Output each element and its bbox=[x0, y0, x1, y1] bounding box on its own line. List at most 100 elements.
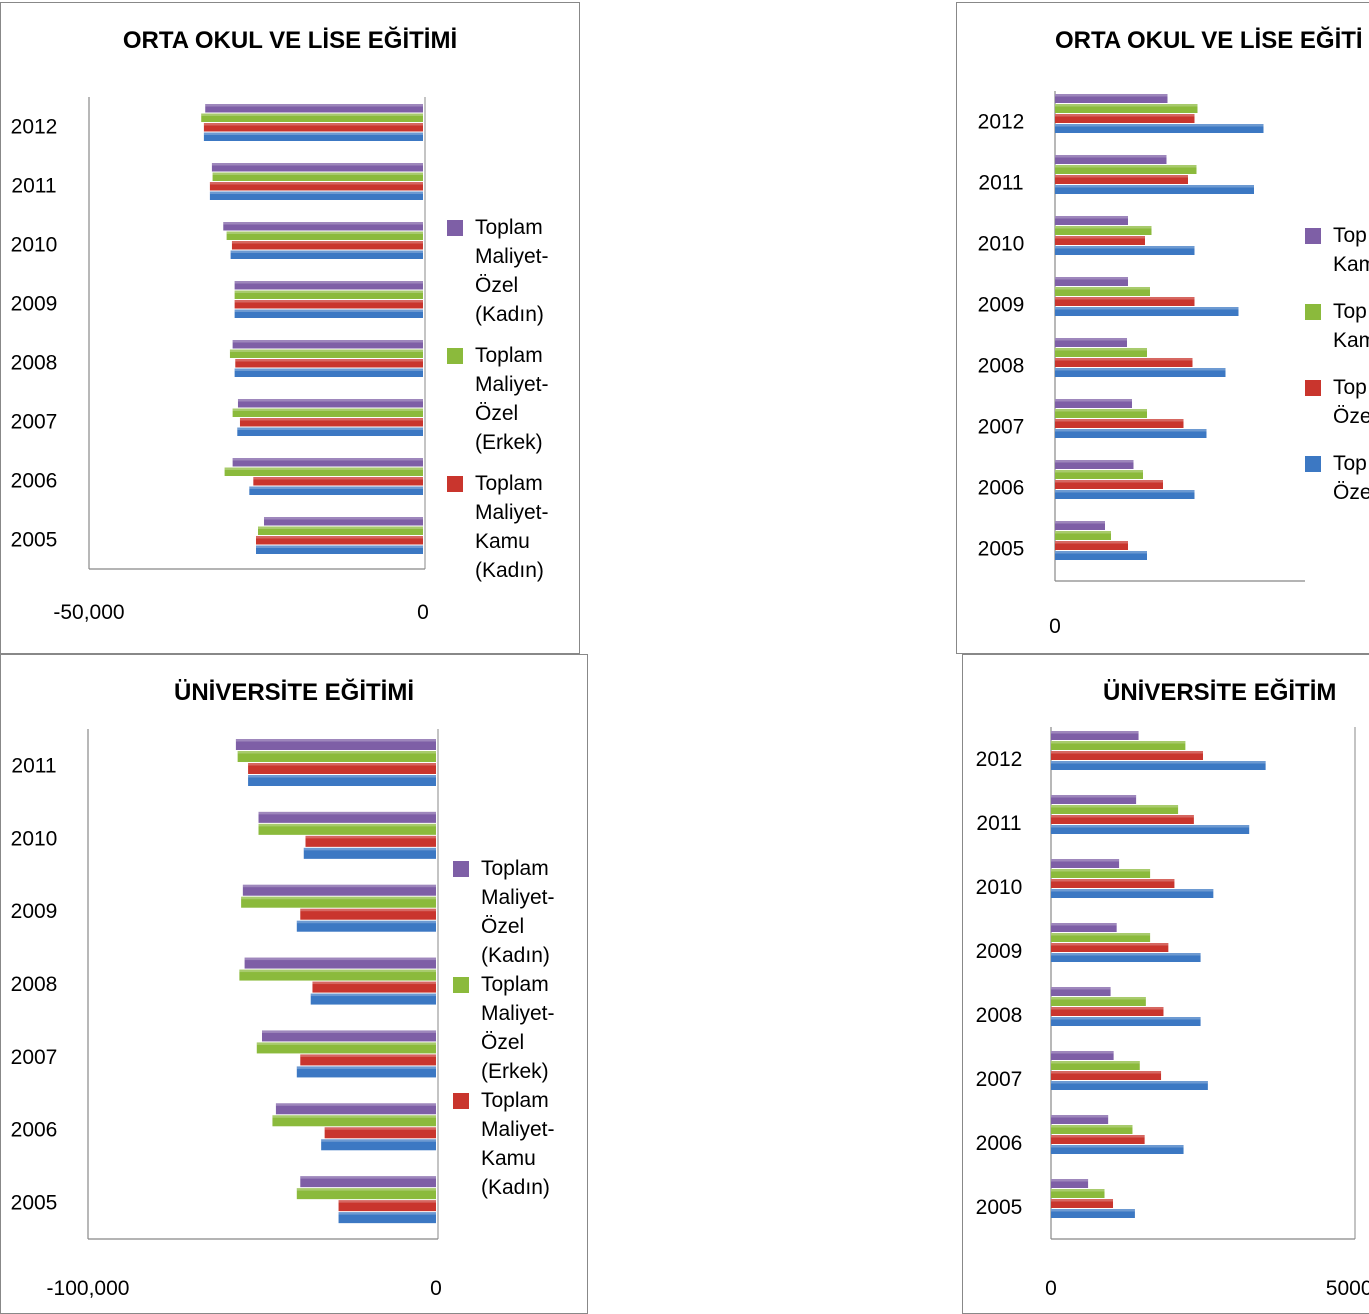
legend-line: Top bbox=[1333, 452, 1367, 475]
bar-blue bbox=[1051, 761, 1266, 770]
category-label: 2010 bbox=[978, 233, 1025, 256]
bar-highlight bbox=[1055, 155, 1167, 158]
category-label: 2006 bbox=[11, 470, 58, 493]
legend-swatch-red bbox=[453, 1093, 469, 1109]
bar-red bbox=[324, 1127, 436, 1139]
bar-green bbox=[1055, 348, 1147, 357]
chart-legend: Toplam Maliyet- Özel (Kadın) Toplam Mali… bbox=[447, 213, 577, 585]
category-label: 2012 bbox=[976, 748, 1023, 771]
bar-red bbox=[1055, 541, 1128, 550]
bar-red bbox=[1051, 751, 1203, 760]
category-label: 2012 bbox=[978, 111, 1025, 134]
bar-purple bbox=[242, 884, 436, 896]
bar-highlight bbox=[258, 526, 423, 529]
bar-purple bbox=[1055, 338, 1127, 347]
bar-highlight bbox=[305, 835, 436, 839]
bar-blue bbox=[310, 993, 436, 1005]
bar-purple bbox=[262, 1030, 436, 1042]
bar-purple bbox=[1051, 923, 1117, 932]
bar-chart-plot: 2005 2006 2007 2008 2009 2010 2011 2012 0 bbox=[978, 91, 1305, 638]
bar-highlight bbox=[1055, 277, 1128, 280]
bar-highlight bbox=[1051, 1209, 1135, 1212]
bar-red bbox=[239, 418, 423, 427]
bar-green bbox=[1051, 741, 1186, 750]
bar-highlight bbox=[275, 1103, 436, 1106]
bar-purple bbox=[223, 222, 423, 231]
bar-highlight bbox=[203, 132, 423, 135]
bar-highlight bbox=[303, 847, 436, 851]
bar-highlight bbox=[1051, 1115, 1109, 1118]
legend-item: Toplam Maliyet- Kamu (Kadın) bbox=[447, 469, 577, 585]
bar-highlight bbox=[248, 763, 436, 766]
bar-blue bbox=[249, 486, 423, 495]
bar-red bbox=[235, 359, 423, 368]
bar-highlight bbox=[1055, 409, 1147, 412]
bar-highlight bbox=[1051, 923, 1117, 926]
legend-line: Maliyet- bbox=[475, 245, 549, 268]
bar-purple bbox=[211, 163, 423, 172]
bar-highlight bbox=[1051, 825, 1250, 828]
bar-highlight bbox=[241, 896, 436, 900]
bar-green bbox=[1051, 1061, 1140, 1070]
legend-item: Toplam Maliyet- Özel (Kadın) bbox=[453, 854, 585, 970]
legend-line: Maliyet- bbox=[475, 501, 549, 524]
bar-blue bbox=[209, 191, 423, 200]
bar-highlight bbox=[1055, 165, 1197, 168]
bar-highlight bbox=[1051, 859, 1120, 862]
category-label: 2009 bbox=[978, 294, 1025, 317]
bar-green bbox=[237, 751, 436, 762]
bar-purple bbox=[300, 1176, 436, 1188]
bar-highlight bbox=[1055, 521, 1105, 524]
bar-blue bbox=[1055, 490, 1195, 499]
bar-highlight bbox=[205, 104, 423, 107]
bar-highlight bbox=[1051, 987, 1111, 990]
bar-blue bbox=[338, 1212, 436, 1224]
bar-highlight bbox=[1055, 114, 1195, 117]
legend-item: Toplam Maliyet- Özel (Kadın) bbox=[447, 213, 577, 329]
bar-highlight bbox=[256, 536, 423, 539]
category-label: 2008 bbox=[11, 973, 58, 996]
bar-highlight bbox=[1051, 1145, 1184, 1148]
bar-highlight bbox=[1055, 429, 1207, 432]
bar-blue bbox=[1055, 246, 1195, 255]
x-tick-label: 0 bbox=[417, 601, 429, 624]
bar-purple bbox=[1051, 1179, 1089, 1188]
legend-line: Maliyet- bbox=[481, 1002, 555, 1025]
bar-red bbox=[253, 477, 423, 486]
bar-purple bbox=[1055, 277, 1128, 286]
bar-blue bbox=[303, 847, 436, 859]
bar-green bbox=[1055, 470, 1143, 479]
chart-title: ORTA OKUL VE LİSE EĞİTİMİ bbox=[122, 27, 458, 54]
bar-red bbox=[300, 1054, 436, 1066]
bar-highlight bbox=[1051, 1071, 1162, 1074]
bar-red bbox=[209, 182, 423, 191]
chart-title: ÜNİVERSİTE EĞİTİM bbox=[1103, 679, 1337, 706]
bar-highlight bbox=[249, 486, 423, 489]
bar-highlight bbox=[209, 182, 423, 185]
bar-blue bbox=[237, 427, 423, 436]
category-label: 2005 bbox=[976, 1196, 1023, 1219]
bar-highlight bbox=[1051, 1061, 1140, 1064]
bar-purple bbox=[275, 1103, 436, 1115]
legend-line: Özel bbox=[481, 1031, 525, 1054]
bar-highlight bbox=[1051, 1051, 1114, 1054]
bar-highlight bbox=[296, 1066, 436, 1069]
bar-blue bbox=[296, 920, 436, 932]
bar-chart-plot: 2005 2006 2007 2008 2009 2010 2011 -100,000 0 bbox=[11, 729, 442, 1300]
bar-red bbox=[1055, 480, 1163, 489]
category-label: 2011 bbox=[11, 175, 56, 198]
bar-purple bbox=[1051, 731, 1139, 740]
legend-line: Öze bbox=[1333, 405, 1369, 428]
bar-highlight bbox=[300, 908, 436, 912]
bar-green bbox=[241, 896, 436, 908]
category-label: 2010 bbox=[11, 827, 58, 850]
bar-red bbox=[1055, 236, 1145, 245]
bar-purple bbox=[1051, 1051, 1114, 1060]
legend-line: (Erkek) bbox=[475, 431, 543, 454]
bar-green bbox=[272, 1115, 436, 1127]
bar-green bbox=[258, 823, 436, 835]
legend-item: Top Öze bbox=[1305, 449, 1369, 507]
bar-highlight bbox=[1055, 368, 1226, 371]
bar-highlight bbox=[310, 993, 436, 997]
category-label: 2007 bbox=[976, 1068, 1023, 1091]
